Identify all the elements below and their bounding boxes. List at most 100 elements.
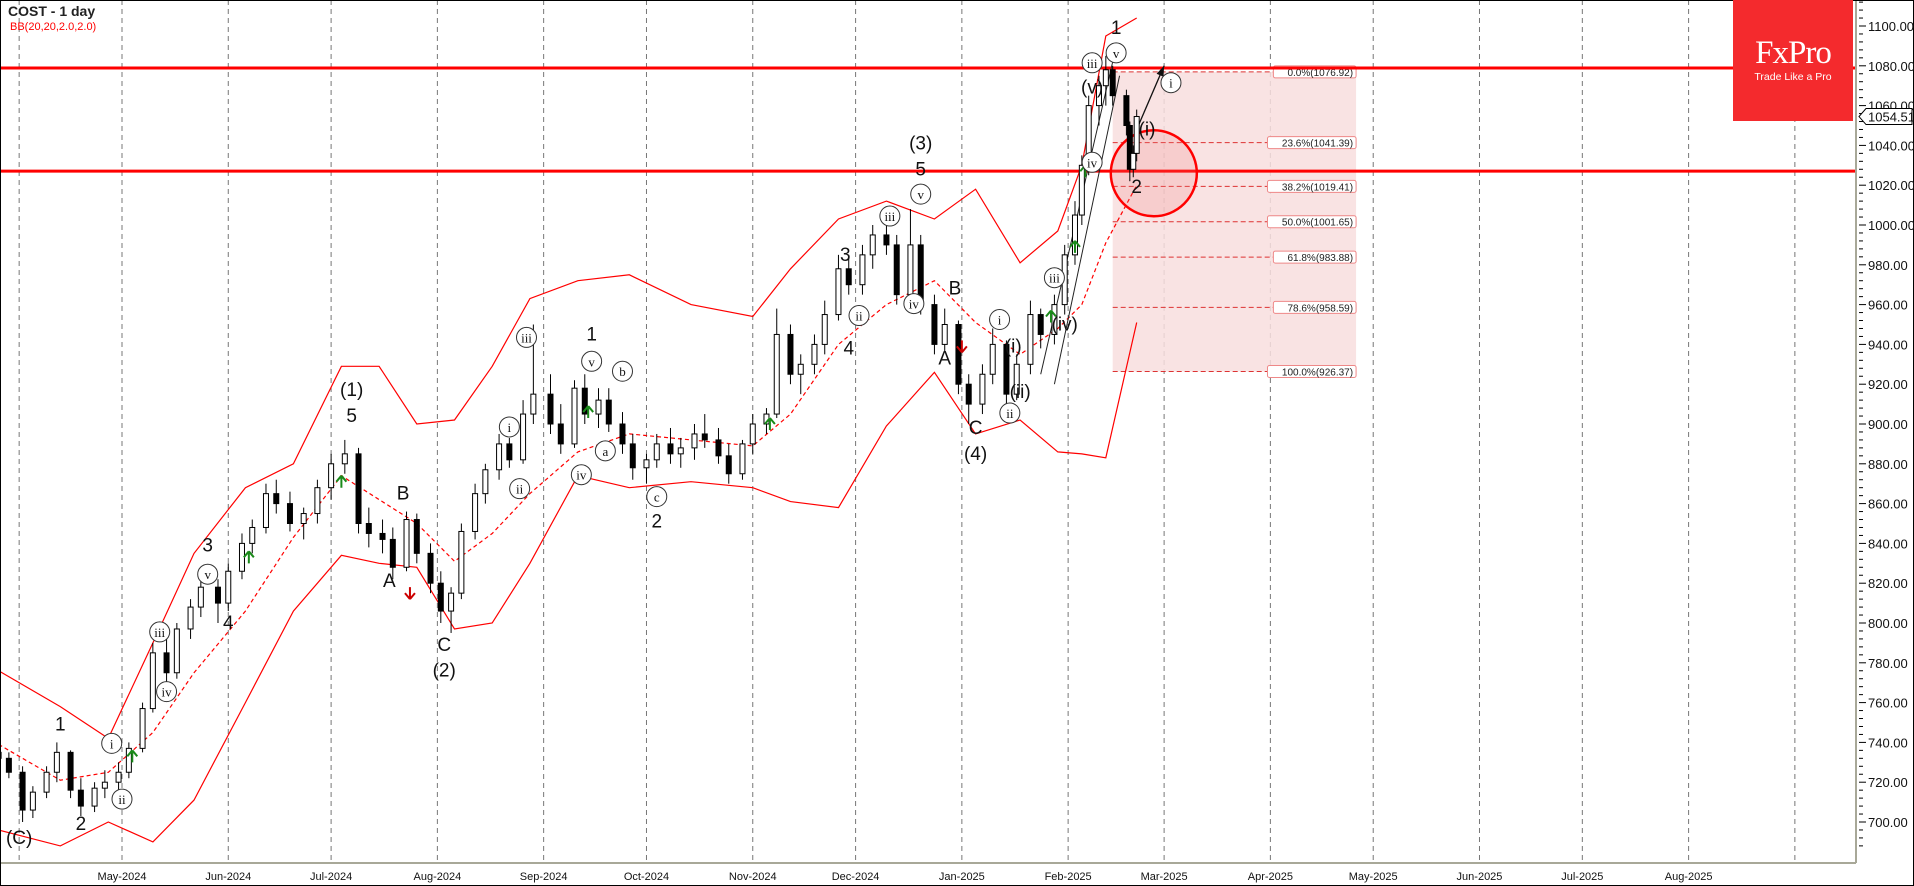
wave-label-circle bbox=[1043, 267, 1065, 289]
candle-body bbox=[53, 751, 60, 773]
wave-label: ii bbox=[516, 482, 524, 497]
candle-body bbox=[91, 787, 98, 807]
wave-label: A bbox=[383, 571, 396, 592]
candle-body bbox=[941, 324, 948, 345]
highlight-circle[interactable] bbox=[1109, 129, 1199, 218]
price-tick-label: 900.00 bbox=[1868, 417, 1908, 432]
wave-label-circle bbox=[570, 464, 592, 486]
wave-label: (3) bbox=[909, 133, 932, 154]
current-price-tag bbox=[1858, 108, 1913, 126]
date-tick-label: Jan-2025 bbox=[939, 871, 985, 883]
candle-body bbox=[979, 373, 986, 405]
fib-level-label: 78.6%(958.59) bbox=[1287, 303, 1353, 314]
price-tick-label: 760.00 bbox=[1868, 696, 1908, 711]
wave-label: 3 bbox=[840, 245, 851, 266]
price-tick-label: 1000.00 bbox=[1868, 218, 1914, 233]
price-tick-label: 880.00 bbox=[1868, 457, 1908, 472]
candle-body bbox=[557, 423, 564, 445]
wave-label: iv bbox=[909, 297, 920, 312]
wave-label: i bbox=[110, 736, 114, 751]
wave-labels: (C)12iiiiiiivv34(1)5BAC(2)iiiiiiivv1abc2… bbox=[6, 18, 1182, 849]
buy-arrow-icon bbox=[582, 405, 594, 419]
fib-level-label: 23.6%(1041.39) bbox=[1282, 139, 1353, 150]
wave-label: v bbox=[588, 354, 595, 369]
wave-label: i bbox=[508, 420, 512, 435]
candle-body bbox=[520, 413, 527, 461]
candle-body bbox=[427, 552, 434, 584]
wave-label-circle bbox=[1081, 52, 1103, 74]
date-tick-label: May-2024 bbox=[98, 871, 147, 883]
wave-label: iv bbox=[1087, 155, 1098, 170]
candle-body bbox=[571, 387, 578, 445]
wave-label-circle bbox=[156, 681, 178, 703]
date-tick-label: Mar-2025 bbox=[1141, 871, 1188, 883]
sell-arrow-icon bbox=[404, 587, 416, 600]
candle-body bbox=[262, 493, 269, 528]
wave-label-circle bbox=[999, 402, 1021, 424]
wave-label-circle bbox=[910, 183, 932, 205]
wave-label-circle bbox=[498, 416, 520, 438]
candle-body bbox=[355, 453, 362, 525]
candle-body bbox=[955, 324, 962, 385]
candle-body bbox=[1027, 314, 1034, 365]
candle-body bbox=[787, 333, 794, 375]
candle-body bbox=[869, 234, 876, 256]
candle-body bbox=[653, 443, 660, 461]
price-axis-panel bbox=[1856, 0, 1914, 886]
wave-label-circle bbox=[611, 360, 633, 382]
wave-label: (2) bbox=[433, 661, 456, 682]
candle-body bbox=[581, 387, 588, 415]
candle-body bbox=[286, 503, 293, 525]
fib-level-label: 50.0%(1001.65) bbox=[1282, 218, 1353, 229]
candle-body bbox=[458, 530, 465, 594]
candle-body bbox=[448, 592, 455, 612]
date-tick-label: Jul-2025 bbox=[1561, 871, 1603, 883]
candle-body bbox=[214, 586, 221, 604]
wave-label: 5 bbox=[346, 406, 357, 427]
candle-body bbox=[328, 463, 335, 489]
candle-body bbox=[715, 439, 722, 457]
wave-label: 2 bbox=[76, 814, 87, 835]
wave-label: 3 bbox=[202, 535, 213, 556]
candle-body bbox=[797, 363, 804, 375]
candle-body bbox=[472, 493, 479, 532]
candle-body bbox=[773, 333, 780, 415]
wave-label: b bbox=[619, 364, 626, 379]
candle-body bbox=[482, 469, 489, 495]
date-tick-label: Aug-2025 bbox=[1665, 871, 1713, 883]
wave-label: A bbox=[938, 348, 951, 369]
trend-line[interactable] bbox=[1053, 75, 1121, 385]
indicator-label: BB(20,20,2.0,2.0) bbox=[10, 21, 97, 33]
wave-label-circle bbox=[646, 486, 668, 508]
wave-label: iv bbox=[162, 685, 173, 700]
candle-body bbox=[605, 399, 612, 425]
fibonacci-retracement[interactable]: 0.0%(1076.92) 23.6%(1041.39) 38.2%(1019.41… bbox=[1112, 65, 1357, 379]
candle-body bbox=[29, 791, 36, 811]
candle-body bbox=[701, 433, 708, 441]
current-price-label: 1054.51 bbox=[1868, 110, 1914, 125]
candle-body bbox=[379, 532, 386, 540]
sell-arrow-icon bbox=[956, 340, 968, 354]
horizontal-levels[interactable] bbox=[0, 66, 1856, 218]
wave-label: iii bbox=[884, 209, 895, 224]
date-tick-label: Jul-2024 bbox=[310, 871, 352, 883]
price-tick-label: 720.00 bbox=[1868, 775, 1908, 790]
bollinger-upper-band bbox=[0, 17, 1138, 740]
wave-label: ii bbox=[1006, 406, 1014, 421]
candle-body bbox=[1133, 116, 1140, 154]
fib-label-box bbox=[1266, 215, 1357, 229]
wave-label: (i) bbox=[1005, 336, 1022, 357]
candle-body bbox=[365, 523, 372, 534]
candle-body bbox=[1130, 152, 1137, 170]
wave-label: B bbox=[949, 279, 962, 300]
date-tick-label: Aug-2024 bbox=[414, 871, 462, 883]
price-tick-label: 1020.00 bbox=[1868, 178, 1914, 193]
candle-body bbox=[506, 443, 513, 461]
candle-body bbox=[907, 244, 914, 296]
logo-brand: FxPro bbox=[1755, 35, 1832, 71]
projection-arrow[interactable] bbox=[1136, 65, 1165, 130]
wave-label: 2 bbox=[1131, 177, 1142, 198]
candle-body bbox=[249, 526, 256, 544]
